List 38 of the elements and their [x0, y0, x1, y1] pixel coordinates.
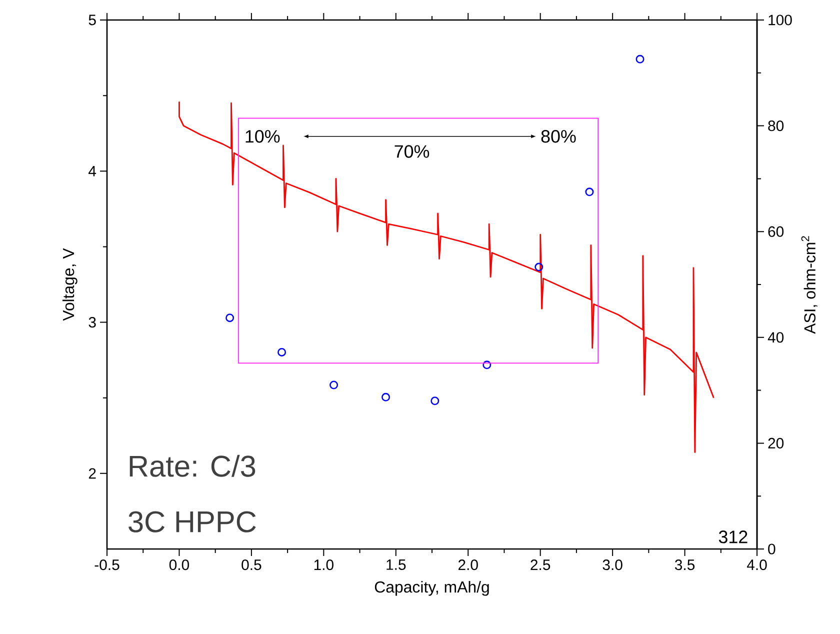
y2-tick-label: 60 [768, 226, 784, 237]
y-tick-label: 4 [88, 166, 96, 176]
x-tick-label: 0.5 [242, 560, 262, 570]
x-tick-label: 4.0 [746, 560, 767, 570]
point [382, 392, 390, 402]
y-tick-label: 3 [88, 316, 96, 328]
point [226, 314, 234, 322]
annotation: 70% [394, 145, 430, 158]
point [330, 380, 338, 390]
y2-tick-label: 20 [768, 438, 784, 448]
y2-tick-label: 40 [768, 332, 784, 343]
point [430, 396, 440, 406]
y2-tick-label: 80 [768, 120, 784, 132]
annotation: 3C HPPC [128, 511, 256, 532]
y-tick-label: 5 [88, 14, 96, 26]
x-tick-label: 2.0 [458, 560, 478, 570]
x-tick-label: 3.0 [602, 560, 622, 570]
x-tick-label: -0.5 [94, 560, 120, 570]
annotation: Rate: C/3 [130, 454, 256, 477]
y-tick-label: 2 [88, 468, 96, 479]
x-tick-label: 3.5 [674, 560, 695, 570]
point [278, 348, 286, 356]
y2-tick-label: 100 [768, 14, 792, 26]
point [482, 360, 492, 370]
x-tick-label: 2.5 [530, 560, 550, 570]
x-axis-title: Capacity, mAh/g [374, 580, 489, 596]
y2-axis-title: ASI, ohm-cm$^{2}$ [801, 236, 818, 334]
point [636, 54, 644, 64]
x-tick-label: 1.5 [386, 560, 406, 570]
annotation: 80% [541, 130, 576, 143]
point [585, 188, 594, 196]
point [534, 262, 544, 272]
annotation: 312 [718, 530, 748, 544]
y2-tick-label: 0 [768, 544, 776, 554]
x-tick-label: 1.0 [314, 560, 334, 570]
y-axis-title: Voltage, V [62, 248, 78, 321]
annotation: 10% [246, 130, 280, 143]
x-tick-label: 0.0 [169, 560, 190, 570]
